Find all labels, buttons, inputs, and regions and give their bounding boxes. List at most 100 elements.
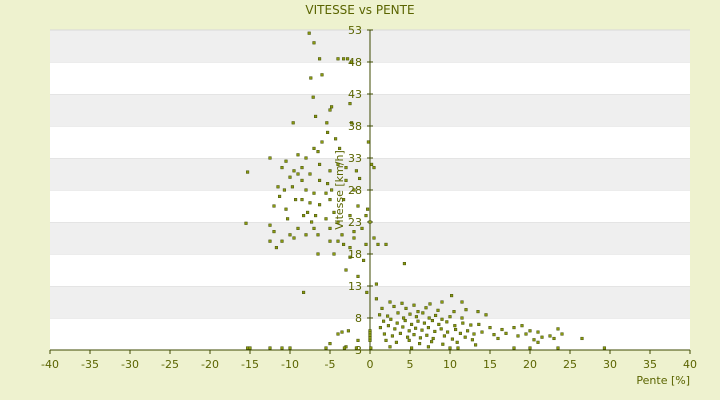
data-point	[496, 336, 500, 341]
data-point	[512, 326, 516, 330]
data-point	[354, 346, 358, 350]
x-tick-label: 15	[483, 358, 497, 371]
data-point	[414, 315, 418, 319]
data-point	[560, 332, 564, 336]
data-point	[348, 214, 352, 218]
x-tick-label: -20	[201, 358, 219, 371]
data-point	[316, 233, 320, 237]
chart-title: VITESSE vs PENTE	[305, 3, 414, 17]
data-point	[304, 233, 308, 237]
data-point	[380, 306, 384, 310]
y-tick-label: 23	[348, 216, 362, 229]
data-point	[366, 140, 370, 144]
data-point	[332, 210, 336, 214]
data-point	[395, 321, 399, 325]
data-point	[402, 262, 406, 266]
data-point	[310, 220, 314, 224]
data-point	[280, 346, 284, 350]
data-point	[532, 338, 536, 342]
data-point	[376, 242, 380, 246]
x-tick-label: 10	[443, 358, 457, 371]
data-point	[332, 252, 336, 256]
data-point	[312, 41, 316, 45]
data-point	[480, 330, 484, 334]
data-point	[393, 327, 397, 331]
x-tick-label: 0	[367, 358, 374, 371]
x-tick-label: 40	[683, 358, 697, 371]
data-point	[354, 169, 358, 173]
x-tick-label: -35	[81, 358, 99, 371]
data-point	[316, 150, 320, 154]
data-point	[536, 340, 540, 344]
data-point	[433, 329, 437, 333]
data-point	[556, 327, 560, 331]
data-point	[350, 121, 354, 125]
data-point	[476, 310, 480, 314]
data-point	[280, 239, 284, 243]
y-axis-title: Vitesse [km/h]	[333, 150, 346, 230]
data-point	[388, 345, 392, 349]
data-point	[311, 95, 315, 99]
data-point	[378, 313, 382, 317]
data-point	[309, 76, 313, 80]
data-point	[336, 239, 340, 243]
data-point	[448, 315, 452, 319]
data-point	[461, 321, 465, 325]
data-point	[416, 319, 420, 323]
data-point	[268, 223, 272, 227]
data-point	[340, 330, 344, 334]
data-point	[456, 346, 460, 350]
data-point	[340, 233, 344, 237]
data-point	[348, 102, 352, 106]
data-point	[536, 330, 540, 334]
data-point	[389, 317, 393, 321]
x-tick-label: 35	[643, 358, 657, 371]
data-point	[328, 226, 332, 230]
data-point	[398, 331, 402, 335]
data-point	[324, 191, 328, 195]
data-point	[386, 324, 390, 328]
data-point	[278, 194, 282, 198]
data-point	[407, 338, 411, 342]
data-point	[394, 340, 398, 344]
data-point	[304, 156, 308, 160]
x-tick-label: 5	[407, 358, 414, 371]
data-point	[294, 198, 298, 202]
data-point	[392, 304, 396, 309]
x-tick-label: 20	[523, 358, 537, 371]
data-point	[390, 334, 394, 338]
data-point	[418, 342, 422, 346]
data-point	[484, 313, 488, 317]
data-point	[362, 258, 366, 262]
data-point	[292, 169, 296, 173]
data-point	[430, 319, 434, 323]
data-point	[324, 217, 328, 221]
data-point	[388, 300, 392, 304]
data-point	[382, 332, 386, 336]
data-point	[320, 73, 324, 77]
data-point	[290, 185, 294, 189]
x-tick-label: 30	[603, 358, 617, 371]
data-point	[421, 311, 425, 315]
data-point	[427, 316, 431, 320]
data-point	[286, 217, 290, 221]
data-point	[344, 166, 348, 170]
data-point	[348, 246, 352, 250]
y-tick-label: 48	[348, 56, 362, 69]
data-point	[370, 162, 374, 166]
data-point	[326, 130, 330, 134]
data-point	[552, 336, 556, 341]
data-point	[437, 322, 441, 326]
data-point	[300, 178, 304, 182]
data-point	[348, 255, 352, 259]
data-point	[244, 221, 248, 225]
data-point	[318, 162, 322, 166]
data-point	[314, 114, 318, 118]
data-point	[356, 274, 360, 278]
data-point	[326, 182, 330, 186]
data-point	[440, 317, 444, 321]
data-point	[344, 268, 348, 272]
data-point	[426, 326, 430, 330]
